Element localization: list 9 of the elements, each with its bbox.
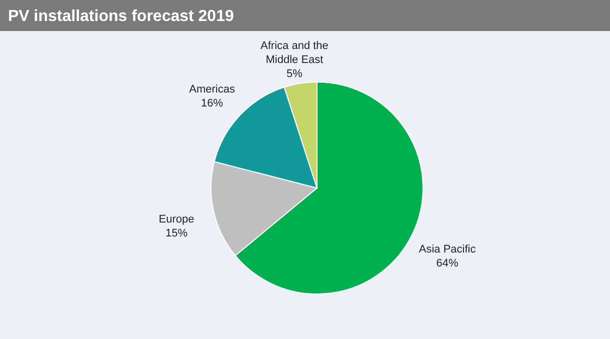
- slice-label: Africa and the Middle East: [260, 40, 328, 66]
- slice-label: Europe: [158, 213, 194, 226]
- data-label: 64%: [436, 257, 459, 270]
- slice-label: Asia Pacific: [418, 243, 476, 256]
- data-label: 5%: [286, 68, 303, 80]
- chart-title: PV installations forecast 2019: [8, 8, 234, 25]
- data-label: 15%: [165, 227, 188, 240]
- data-label: 16%: [201, 97, 224, 110]
- slice-label: Americas: [189, 83, 236, 96]
